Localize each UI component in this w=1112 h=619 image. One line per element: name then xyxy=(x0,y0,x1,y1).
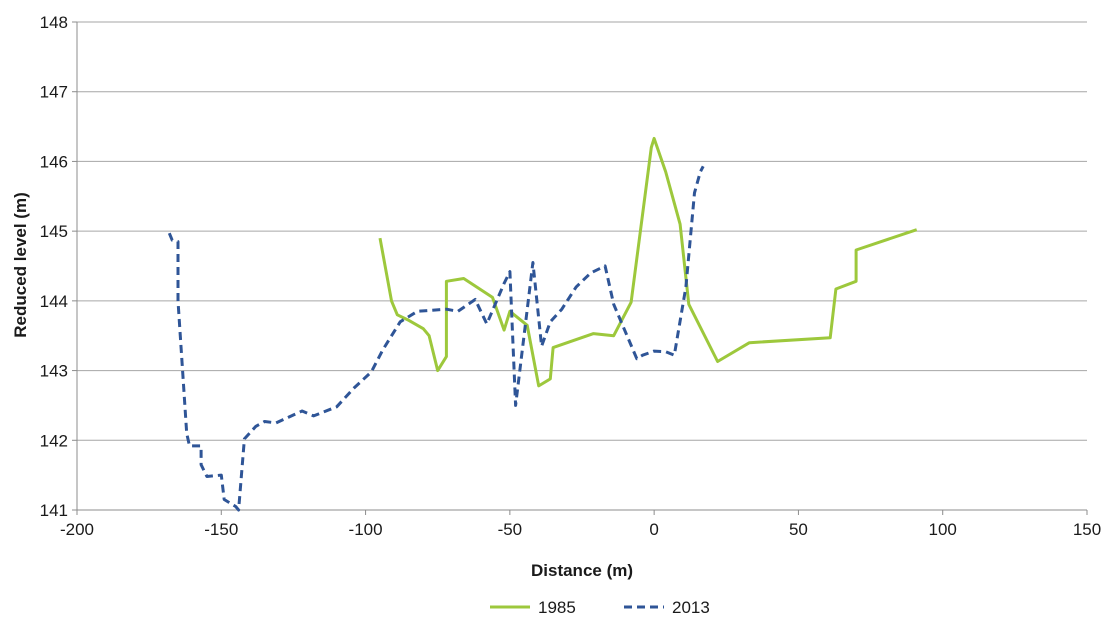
y-tick-label: 141 xyxy=(40,501,68,520)
x-tick-label: 0 xyxy=(649,520,658,539)
x-tick-label: -100 xyxy=(349,520,383,539)
x-tick-label: -50 xyxy=(498,520,523,539)
series-line-2013 xyxy=(167,165,705,512)
x-tick-label: 50 xyxy=(789,520,808,539)
legend-label-1985: 1985 xyxy=(538,598,576,617)
legend: 1985 2013 xyxy=(490,598,710,617)
series-lines xyxy=(167,136,918,512)
y-axis-title: Reduced level (m) xyxy=(11,192,30,338)
series-line-1985 xyxy=(378,136,918,388)
axes xyxy=(72,21,1088,515)
x-tick-label: 150 xyxy=(1073,520,1101,539)
x-tick-label: -150 xyxy=(204,520,238,539)
y-tick-label: 145 xyxy=(40,222,68,241)
legend-label-2013: 2013 xyxy=(672,598,710,617)
y-tick-label: 147 xyxy=(40,83,68,102)
y-tick-label: 143 xyxy=(40,362,68,381)
x-axis-title: Distance (m) xyxy=(531,561,633,580)
y-tick-label: 144 xyxy=(40,292,68,311)
x-tick-label: 100 xyxy=(929,520,957,539)
y-tick-label: 146 xyxy=(40,152,68,171)
tick-labels: 141 142 143 144 145 146 147 148 -200 -150 -100 -50 0… xyxy=(40,13,1102,539)
x-tick-label: -200 xyxy=(60,520,94,539)
y-tick-label: 142 xyxy=(40,431,68,450)
y-tick-label: 148 xyxy=(40,13,68,32)
grid-lines xyxy=(77,21,1087,441)
